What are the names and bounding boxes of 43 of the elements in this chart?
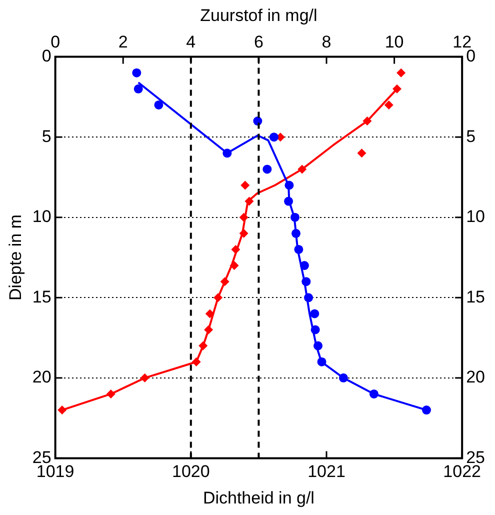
point — [204, 325, 214, 334]
point — [298, 164, 307, 174]
point — [192, 357, 201, 366]
point — [357, 148, 366, 158]
point — [198, 341, 208, 350]
point — [362, 116, 372, 126]
point — [384, 100, 394, 110]
x-axis-title: Dichtheid in g/l — [202, 488, 314, 508]
x2-axis-title: Zuurstof in mg/l — [200, 6, 318, 25]
point — [106, 389, 116, 398]
x2-tick-label: 2 — [118, 32, 128, 52]
point — [140, 373, 150, 382]
x-tick-label: 1022 — [443, 462, 482, 482]
y-tick-label: 5 — [42, 126, 52, 146]
point — [392, 84, 402, 94]
y-tick-label: 20 — [32, 368, 52, 387]
point — [244, 196, 254, 206]
y-axis-title: Diepte in m — [6, 214, 25, 300]
point — [58, 406, 67, 415]
y-tick-label: 0 — [42, 46, 52, 66]
point — [214, 293, 223, 302]
x2-tick-label: 8 — [322, 32, 332, 52]
point — [239, 212, 248, 222]
x-tick-label: 1020 — [172, 462, 210, 482]
y2-tick-label: 20 — [466, 368, 486, 387]
x-tick-label: 1019 — [36, 462, 74, 482]
point — [205, 309, 214, 318]
y-tick-label: 15 — [32, 287, 52, 306]
point — [230, 261, 239, 270]
y2-tick-label: 5 — [466, 126, 476, 146]
y2-tick-label: 0 — [466, 46, 476, 66]
point — [239, 228, 248, 238]
point — [396, 68, 406, 78]
x2-tick-label: 10 — [384, 32, 404, 52]
y2-tick-label: 10 — [466, 207, 486, 226]
y-tick-label: 10 — [32, 207, 52, 226]
point — [240, 180, 250, 190]
point — [231, 244, 240, 254]
x2-tick-label: 4 — [186, 32, 196, 52]
x2-tick-label: 6 — [254, 32, 264, 52]
point — [220, 277, 230, 286]
y2-tick-label: 15 — [466, 287, 486, 306]
x-tick-label: 1021 — [308, 462, 346, 482]
